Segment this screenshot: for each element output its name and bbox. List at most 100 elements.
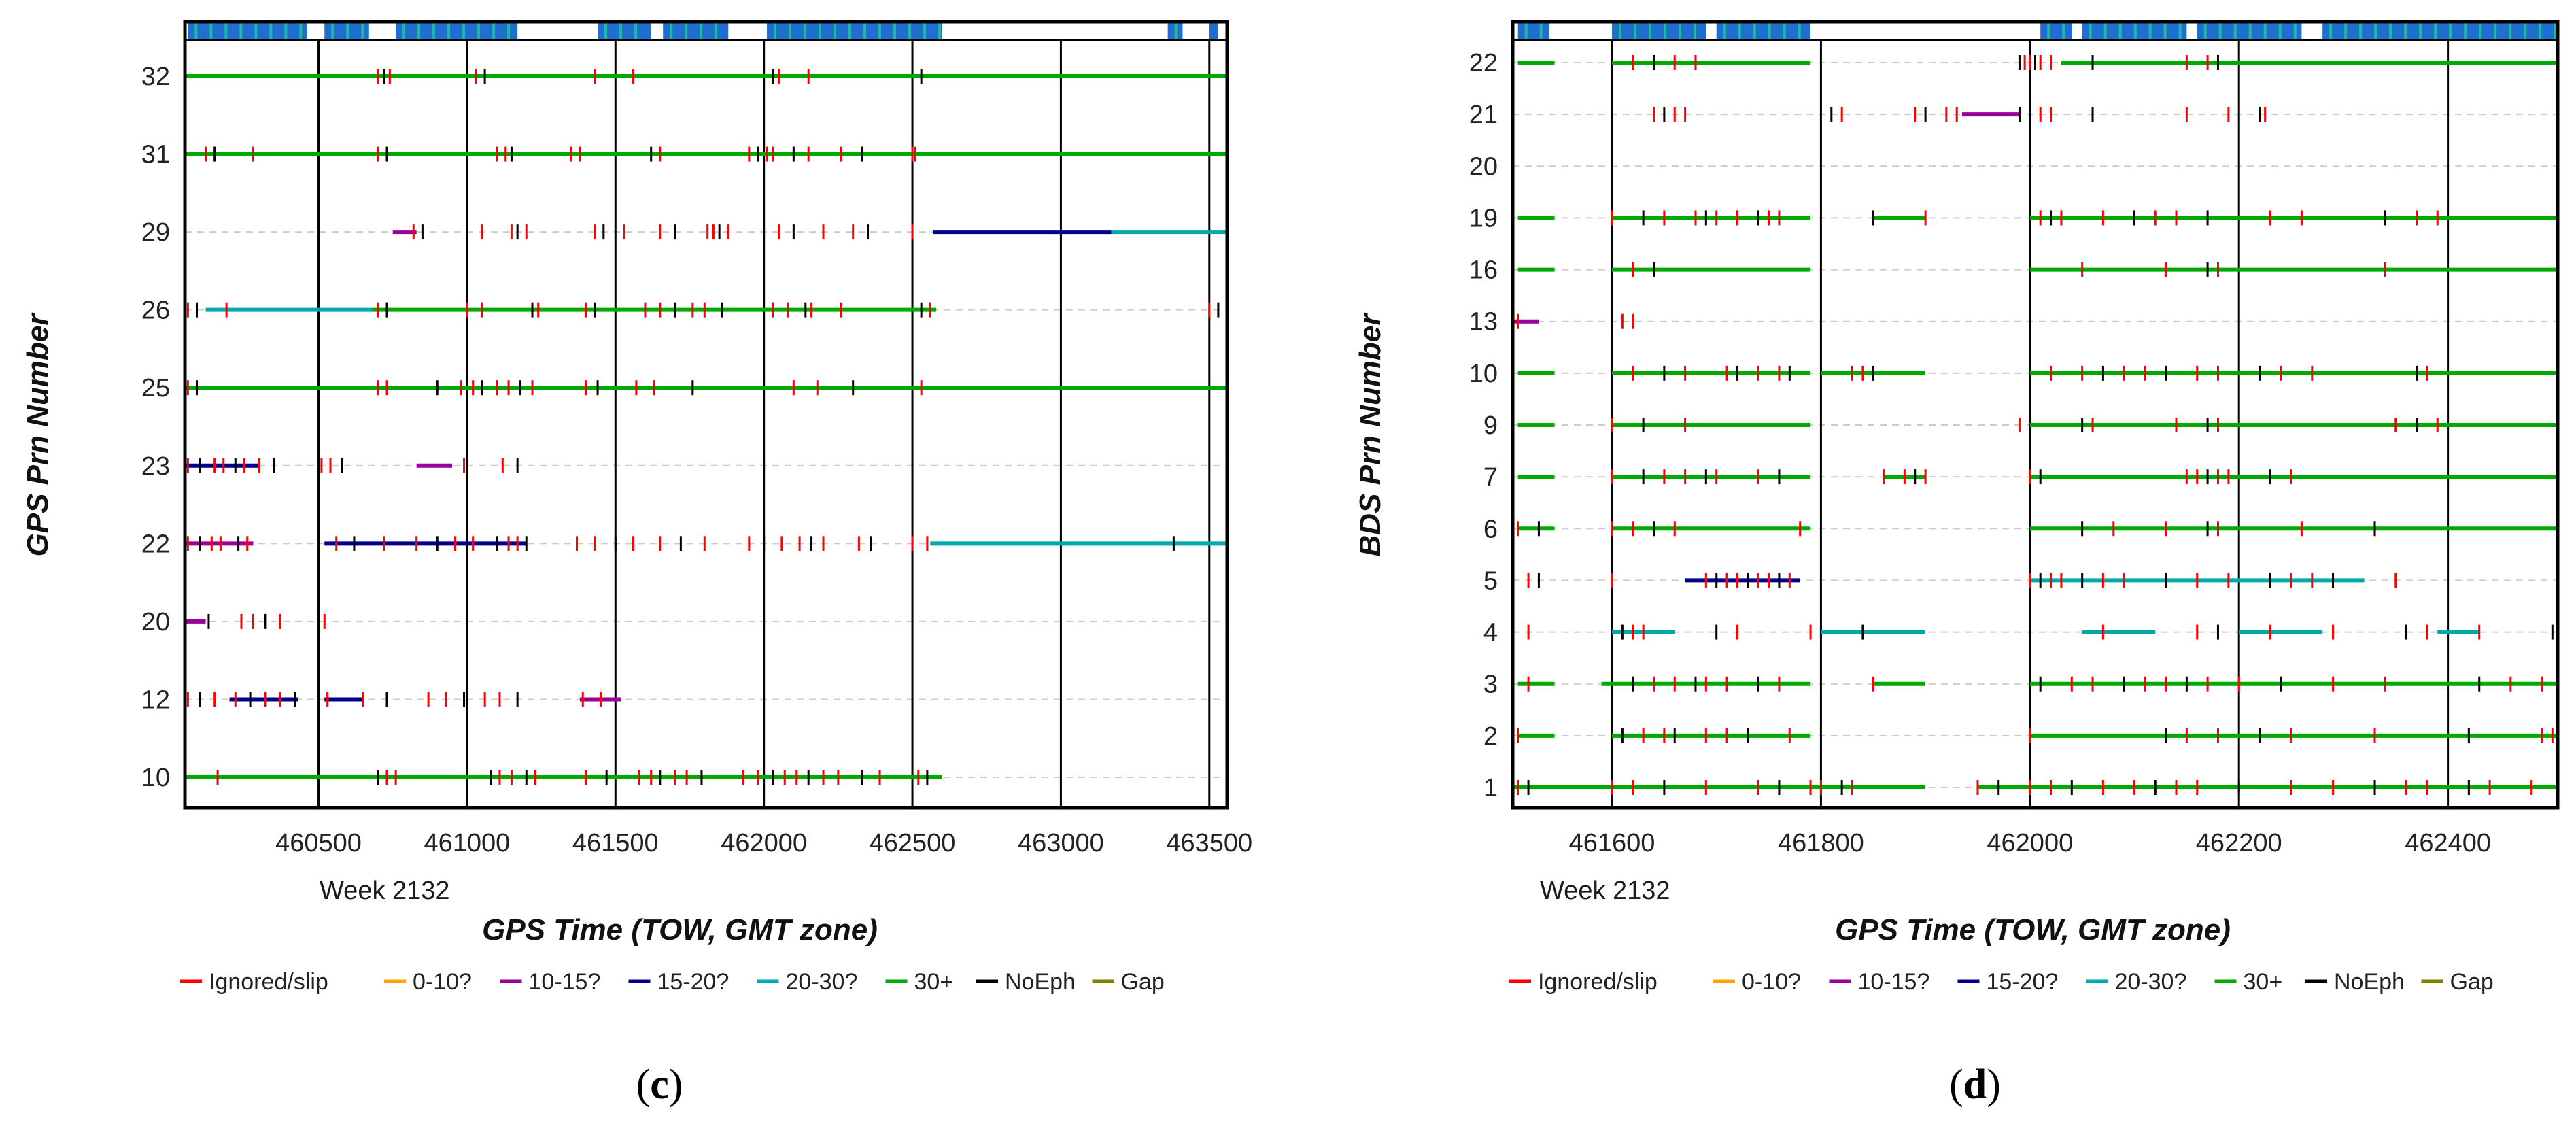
panel-d-plot-area — [1513, 22, 2558, 808]
panel-d-week-label: Week 2132 — [1540, 877, 1670, 905]
panel-d-y-tick-label: 10 — [1469, 360, 1498, 388]
panel-d-coverage-stripe — [2233, 23, 2237, 39]
panel-c-chart: 32 31 29 26 25 23 22 20 12 10 460500 461000 461500 46… — [141, 20, 1252, 857]
panel-c-coverage-stripe — [834, 23, 837, 39]
panel-d-coverage-stripe — [1619, 23, 1622, 39]
panel-c-plot-frame — [183, 20, 1229, 810]
panel-c-coverage-stripe — [269, 23, 273, 39]
panel-c-coverage-stripe — [224, 23, 228, 39]
panel-d-coverage-stripe — [2344, 23, 2348, 39]
panel-c-coverage-stripe — [863, 23, 867, 39]
panel-c-coverage-stripe — [331, 23, 334, 39]
panel-c-coverage-segment — [188, 23, 307, 39]
panel-c-coverage-stripe — [1174, 23, 1178, 39]
panel-c-coverage-stripe — [492, 23, 496, 39]
panel-c-x-tick-label: 462000 — [721, 829, 807, 857]
panel-d-y-tick-label: 22 — [1469, 49, 1498, 78]
panel-d-coverage-stripe — [1679, 23, 1682, 39]
panel-c-coverage-stripe — [346, 23, 349, 39]
panel-c-y-tick-label: 22 — [141, 530, 170, 558]
panel-d-y-tick-label: 20 — [1469, 152, 1498, 181]
panel-d-coverage-stripe — [1783, 23, 1786, 39]
panel-d-y-tick-label: 13 — [1469, 308, 1498, 337]
panel-d-coverage-segment — [2040, 23, 2072, 39]
panel-c-coverage-stripe — [774, 23, 777, 39]
panel-c-coverage-stripe — [447, 23, 451, 39]
panel-c-y-tick-label: 31 — [141, 141, 170, 169]
panel-c-coverage-stripe — [893, 23, 897, 39]
panel-d-coverage-segment — [1517, 23, 1549, 39]
panel-d-legend-label: 10-15? — [1858, 969, 1930, 995]
panel-d-y-tick-label: 16 — [1469, 256, 1498, 285]
panel-d-legend-label: 15-20? — [1987, 969, 2059, 995]
panel-c-legend-label: NoEph — [1005, 969, 1076, 995]
panel-c-legend-label: Gap — [1121, 969, 1165, 995]
panel-c-caption-letter: c — [650, 1061, 669, 1108]
panel-d-coverage-stripe — [2434, 23, 2437, 39]
panel-d-x-tick-label: 462200 — [2196, 829, 2282, 857]
panel-c-y-tick-label: 26 — [141, 296, 170, 325]
panel-d-coverage-stripe — [1798, 23, 1801, 39]
panel-d-coverage-stripe — [2248, 23, 2252, 39]
panel-c-coverage-stripe — [938, 23, 942, 39]
panel-c-coverage-segment — [663, 23, 729, 39]
panel-c-legend-label: 15-20? — [657, 969, 729, 995]
panel-c-coverage-stripe — [299, 23, 303, 39]
panel-d-coverage-stripe — [1649, 23, 1652, 39]
panel-d-coverage-segment — [1612, 23, 1706, 39]
panel-d-caption: (d) — [1949, 1061, 2001, 1108]
panel-d-legend-label: Gap — [2450, 969, 2494, 995]
panel-d-coverage-stripe — [2178, 23, 2182, 39]
panel-d-coverage-segment — [1716, 23, 1811, 39]
panel-c-y-tick-label: 32 — [141, 63, 170, 91]
panel-c-y-tick-label: 25 — [141, 374, 170, 403]
panel-c-coverage-stripe — [804, 23, 807, 39]
panel-d-coverage-stripe — [1753, 23, 1756, 39]
panel-d-legend-label: Ignored/slip — [1538, 969, 1658, 995]
panel-d-coverage-stripe — [2047, 23, 2050, 39]
panel-d-coverage-stripe — [1768, 23, 1771, 39]
panel-d-coverage-stripe — [2554, 23, 2557, 39]
panel-d-coverage-stripe — [1723, 23, 1726, 39]
panel-c-legend-label: 10-15? — [529, 969, 601, 995]
panel-d-coverage-stripe — [2118, 23, 2122, 39]
panel-d-y-axis-title: BDS Prn Number — [1354, 312, 1387, 557]
panel-d-x-tick-label: 462000 — [1987, 829, 2073, 857]
panel-c-x-tick-label: 461000 — [424, 829, 511, 857]
panel-d-coverage-stripe — [2494, 23, 2497, 39]
panel-c-coverage-stripe — [819, 23, 822, 39]
panel-c-coverage-stripe — [604, 23, 608, 39]
panel-c-coverage-stripe — [700, 23, 703, 39]
panel-d-y-tick-label: 6 — [1483, 515, 1498, 543]
panel-d-coverage-stripe — [1634, 23, 1637, 39]
panel-d-coverage-segment — [2322, 23, 2558, 39]
panel-c-x-tick-label: 462500 — [870, 829, 956, 857]
panel-c-coverage-stripe — [402, 23, 406, 39]
panel-c-coverage-stripe — [284, 23, 288, 39]
panel-d-x-tick-label: 462400 — [2405, 829, 2491, 857]
panel-c-coverage-stripe — [209, 23, 213, 39]
panel-c-coverage-segment — [767, 23, 942, 39]
panel-d-legend-label: NoEph — [2334, 969, 2405, 995]
panel-c-legend-label: Ignored/slip — [209, 969, 328, 995]
panel-c-coverage-stripe — [848, 23, 852, 39]
panel-d-x-tick-label: 461600 — [1569, 829, 1655, 857]
panel-c-coverage-segment — [396, 23, 518, 39]
panel-d-legend: Ignored/slip 0-10? 10-15? 15-20? 20-30? 30+ No… — [1509, 969, 2494, 995]
panel-c-coverage-stripe — [254, 23, 258, 39]
panel-c-y-axis-title: GPS Prn Number — [21, 312, 54, 557]
panel-d-x-tick-label: 461800 — [1778, 829, 1864, 857]
panel-c-y-tick-label: 29 — [141, 218, 170, 247]
panel-c-x-tick-label: 463000 — [1018, 829, 1104, 857]
panel-d-coverage-stripe — [2203, 23, 2207, 39]
panel-c-coverage-stripe — [462, 23, 466, 39]
panel-c-x-tick-label: 461500 — [572, 829, 659, 857]
panel-c-y-tick-label: 20 — [141, 608, 170, 636]
panel-c-coverage-stripe — [670, 23, 673, 39]
panel-d-legend-label: 0-10? — [1742, 969, 1801, 995]
panel-c-coverage-stripe — [507, 23, 511, 39]
panel-c-legend-label: 0-10? — [413, 969, 472, 995]
panel-c-y-tick-label: 23 — [141, 452, 170, 481]
